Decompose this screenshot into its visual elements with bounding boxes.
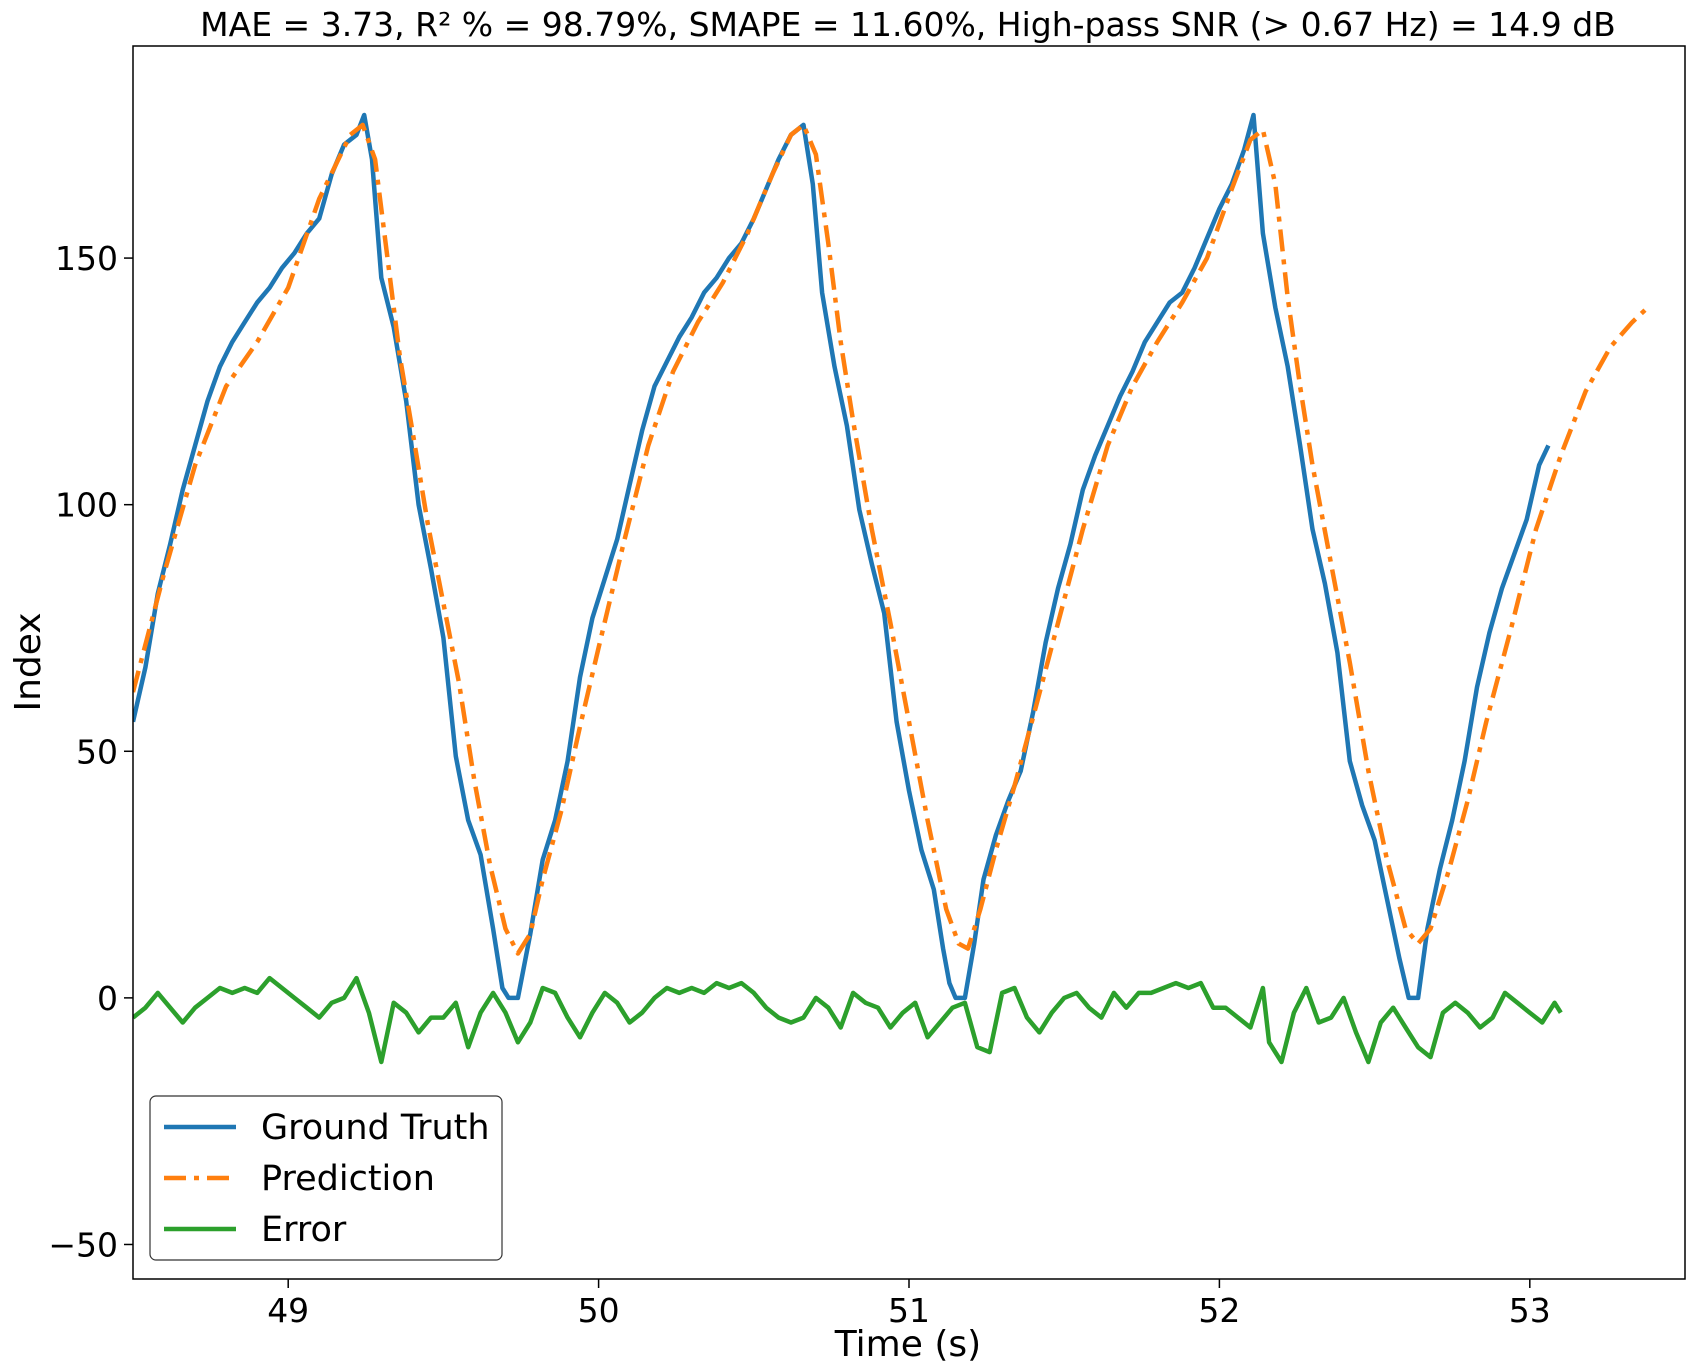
y-tick-label: −50 <box>48 1225 118 1264</box>
series-line-prediction <box>133 122 1650 956</box>
chart-title: MAE = 3.73, R² % = 98.79%, SMAPE = 11.60… <box>200 5 1616 44</box>
legend-label: Ground Truth <box>261 1108 490 1148</box>
legend-label: Prediction <box>261 1159 435 1199</box>
legend-box <box>149 1095 503 1261</box>
legend-label: Error <box>261 1210 347 1250</box>
x-tick-label: 53 <box>1509 1291 1551 1330</box>
series-line-ground-truth <box>133 112 1551 1001</box>
legend: Ground Truth Prediction Error <box>149 1095 503 1261</box>
x-axis-label: Time (s) <box>834 1324 981 1365</box>
y-axis-label: Index <box>8 612 49 711</box>
y-tick-label: 0 <box>97 979 118 1018</box>
x-tick-label: 50 <box>578 1291 620 1330</box>
x-tick-label: 49 <box>267 1291 309 1330</box>
y-tick-label: 150 <box>55 239 118 278</box>
series-line-error <box>133 975 1563 1065</box>
y-tick-label: 50 <box>76 732 118 771</box>
x-tick-label: 51 <box>888 1291 930 1330</box>
y-tick-label: 100 <box>55 486 118 525</box>
x-tick-label: 52 <box>1198 1291 1240 1330</box>
